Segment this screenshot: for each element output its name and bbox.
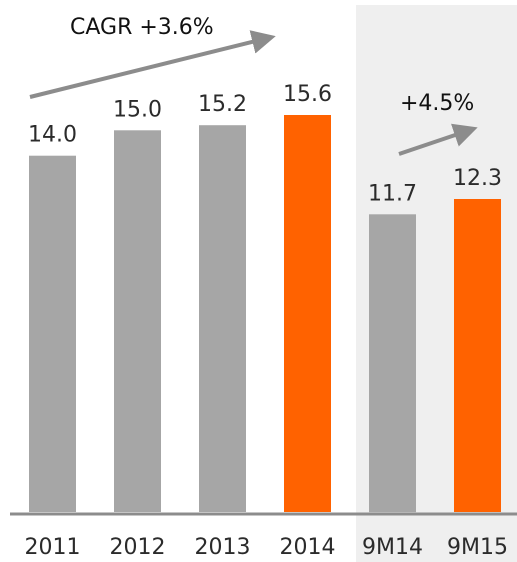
tick-label-2013: 2013 — [195, 535, 251, 560]
bar-2013 — [199, 125, 246, 512]
bar-2012 — [114, 130, 161, 512]
tick-label-2012: 2012 — [110, 535, 166, 560]
value-label-2011: 14.0 — [28, 123, 77, 148]
value-label-9m14: 11.7 — [368, 181, 417, 206]
bar-9m14 — [369, 214, 416, 512]
bar-2014 — [284, 115, 331, 512]
tick-label-2014: 2014 — [280, 535, 336, 560]
growth-9m-annotation: +4.5% — [400, 91, 474, 116]
cagr-arrow — [30, 38, 268, 97]
tick-label-2011: 2011 — [25, 535, 81, 560]
value-label-2013: 15.2 — [198, 92, 247, 117]
value-label-2014: 15.6 — [283, 82, 332, 107]
value-label-9m15: 12.3 — [453, 166, 502, 191]
cagr-annotation: CAGR +3.6% — [70, 15, 214, 40]
tick-label-9m15: 9M15 — [447, 535, 508, 560]
bar-9m15 — [454, 199, 501, 512]
value-label-2012: 15.0 — [113, 97, 162, 122]
tick-label-9m14: 9M14 — [362, 535, 423, 560]
bar-2011 — [29, 156, 76, 512]
